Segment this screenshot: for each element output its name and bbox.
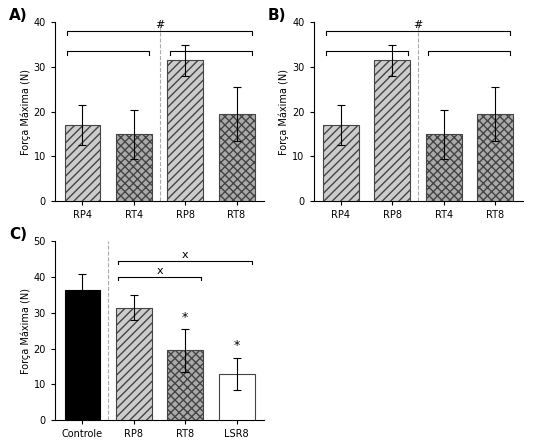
Bar [218,374,255,420]
Bar [218,114,255,201]
Bar [167,60,203,201]
Y-axis label: Força Máxima (N): Força Máxima (N) [279,69,289,155]
Bar [167,350,203,420]
Text: x: x [182,250,189,260]
Bar [375,60,410,201]
Bar [116,308,152,420]
Bar [323,125,359,201]
Bar [477,114,513,201]
Bar [64,125,101,201]
Text: *: * [233,339,240,352]
Bar [64,290,101,420]
Text: *: * [182,311,188,324]
Text: #: # [413,21,423,30]
Text: A): A) [9,8,28,23]
Bar [116,134,152,201]
Y-axis label: Força Máxima (N): Força Máxima (N) [20,69,31,155]
Text: #: # [155,21,164,30]
Y-axis label: Força Máxima (N): Força Máxima (N) [20,288,31,374]
Text: C): C) [9,227,27,242]
Text: B): B) [267,8,286,23]
Bar [426,134,461,201]
Text: x: x [156,266,163,276]
